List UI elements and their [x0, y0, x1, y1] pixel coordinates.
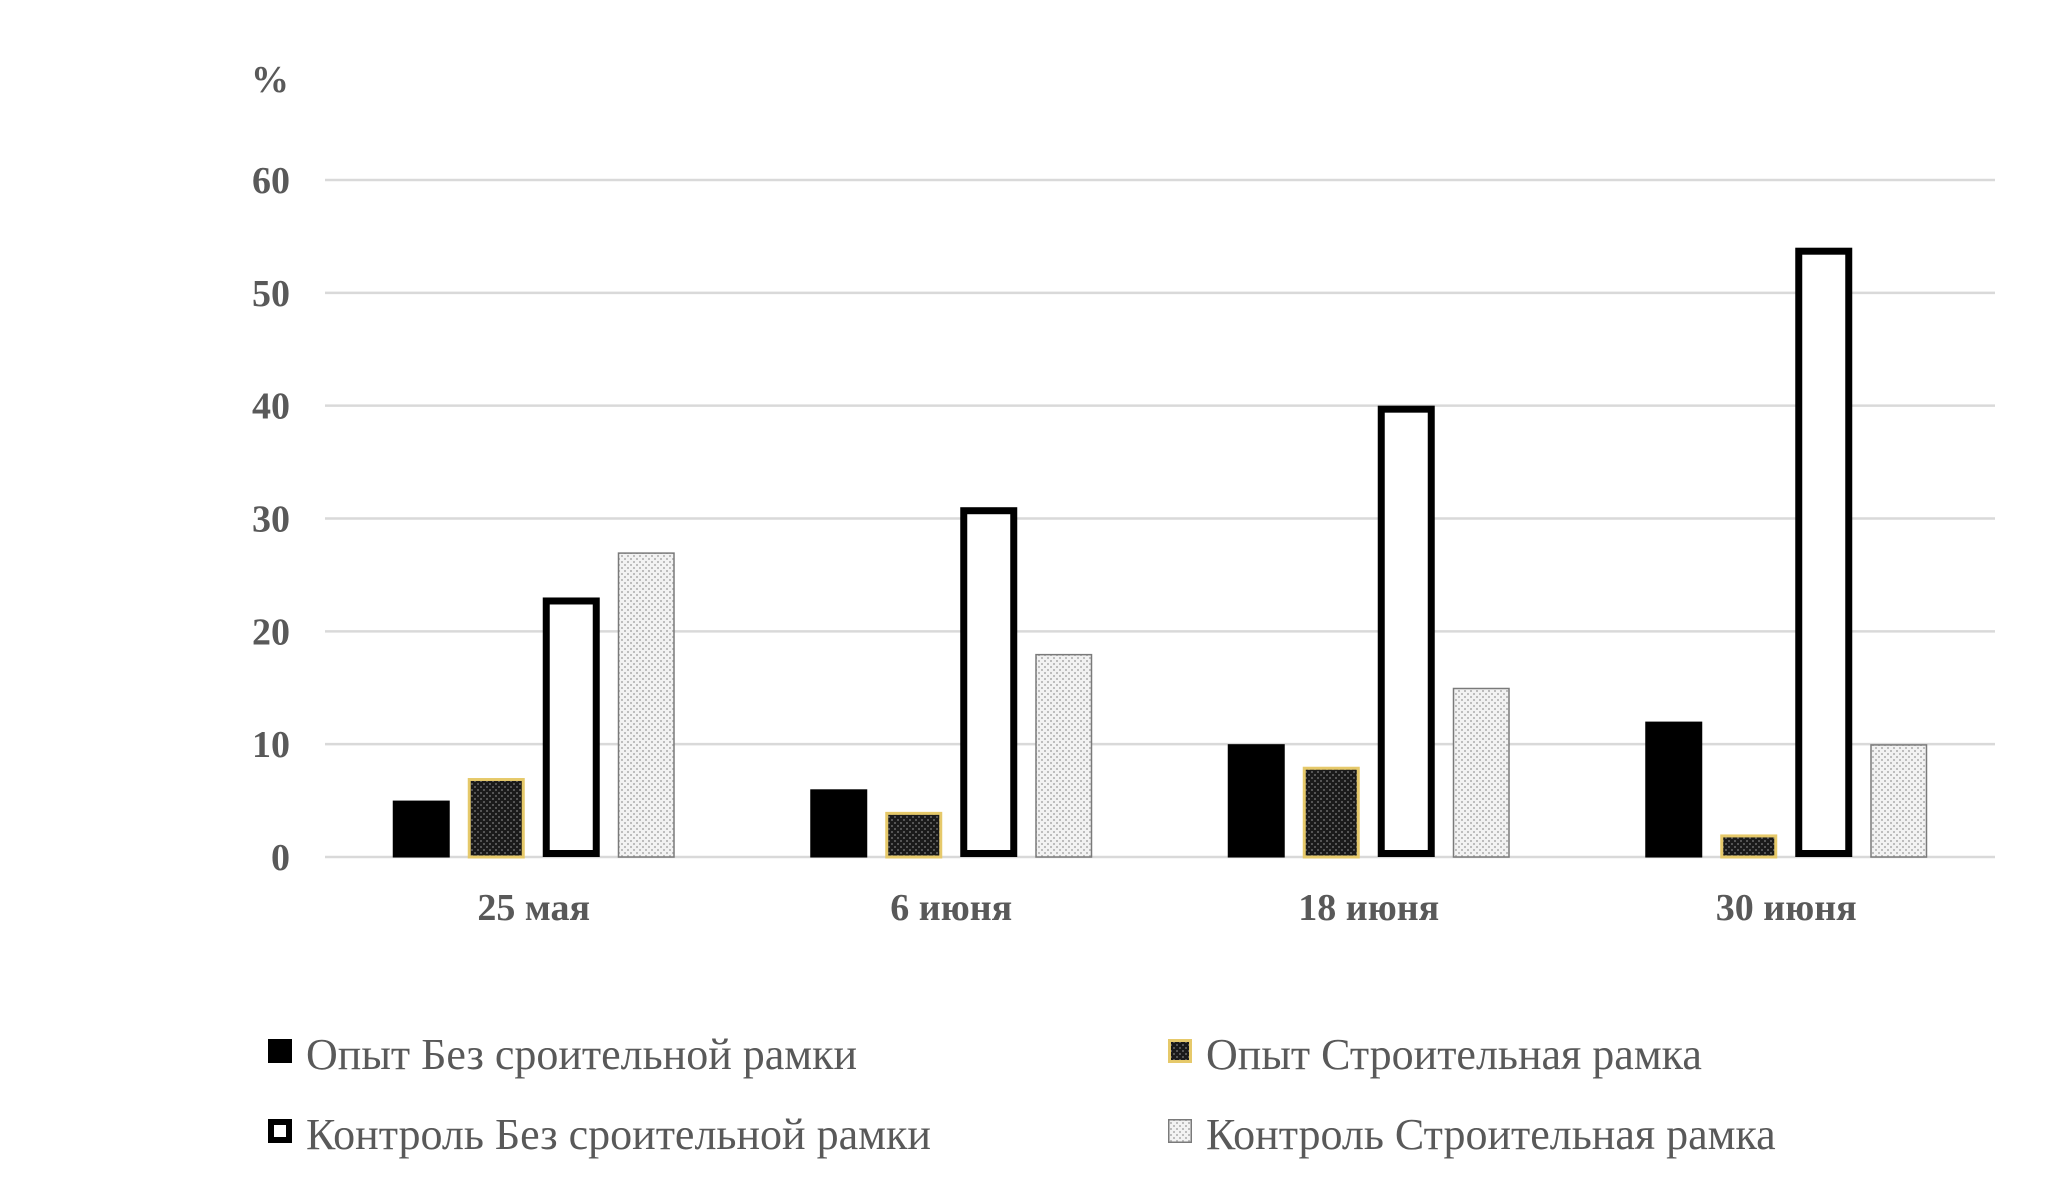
- x-tick-label: 30 июня: [1716, 887, 1857, 929]
- legend-item: Контроль Строительная рамка: [1168, 1110, 1776, 1159]
- y-tick-label: 0: [271, 837, 290, 879]
- legend: Опыт Без сроительной рамки Опыт Строитель…: [268, 1030, 1776, 1159]
- x-tick-label: 6 июня: [890, 887, 1012, 929]
- bar: [467, 778, 525, 859]
- bars: [392, 247, 1928, 859]
- gridlines: [325, 178, 1995, 859]
- legend-swatch: [268, 1119, 292, 1143]
- y-tick-label: 50: [252, 273, 290, 315]
- bar: [1452, 687, 1510, 858]
- legend-item: Опыт Без сроительной рамки: [268, 1030, 857, 1079]
- bar: [1227, 744, 1285, 858]
- legend-swatch: [268, 1039, 292, 1063]
- bar: [1377, 405, 1435, 857]
- x-tick-label: 18 июня: [1298, 887, 1439, 929]
- bar: [1302, 766, 1360, 859]
- bar: [1035, 653, 1093, 858]
- bar: [885, 811, 943, 859]
- y-tick-label: 20: [252, 611, 290, 653]
- legend-item: Контроль Без сроительной рамки: [268, 1110, 931, 1159]
- y-tick-label: 60: [252, 160, 290, 202]
- legend-swatch: [1168, 1119, 1192, 1143]
- bar: [617, 552, 675, 858]
- bar: [392, 800, 450, 858]
- x-tick-label: 25 мая: [477, 887, 590, 929]
- bar: [1720, 834, 1778, 859]
- legend-item: Опыт Строительная рамка: [1168, 1030, 1702, 1079]
- y-axis-ticks: 0 10 20 30 40 50 60: [252, 160, 290, 879]
- y-tick-label: 40: [252, 386, 290, 428]
- bar: [1870, 744, 1928, 858]
- bar: [1645, 721, 1703, 858]
- legend-label: Контроль Строительная рамка: [1206, 1110, 1776, 1159]
- y-tick-label: 10: [252, 724, 290, 766]
- legend-label: Опыт Без сроительной рамки: [306, 1030, 857, 1079]
- y-tick-label: 30: [252, 499, 290, 541]
- x-axis-ticks: 25 мая 6 июня 18 июня 30 июня: [477, 887, 1856, 929]
- legend-label: Опыт Строительная рамка: [1206, 1030, 1702, 1079]
- y-axis-label: %: [251, 59, 289, 101]
- bar: [960, 507, 1018, 857]
- bar: [810, 789, 868, 858]
- legend-swatch: [1168, 1039, 1192, 1063]
- bar: [1795, 247, 1853, 857]
- legend-label: Контроль Без сроительной рамки: [306, 1110, 931, 1159]
- bar: [542, 597, 600, 857]
